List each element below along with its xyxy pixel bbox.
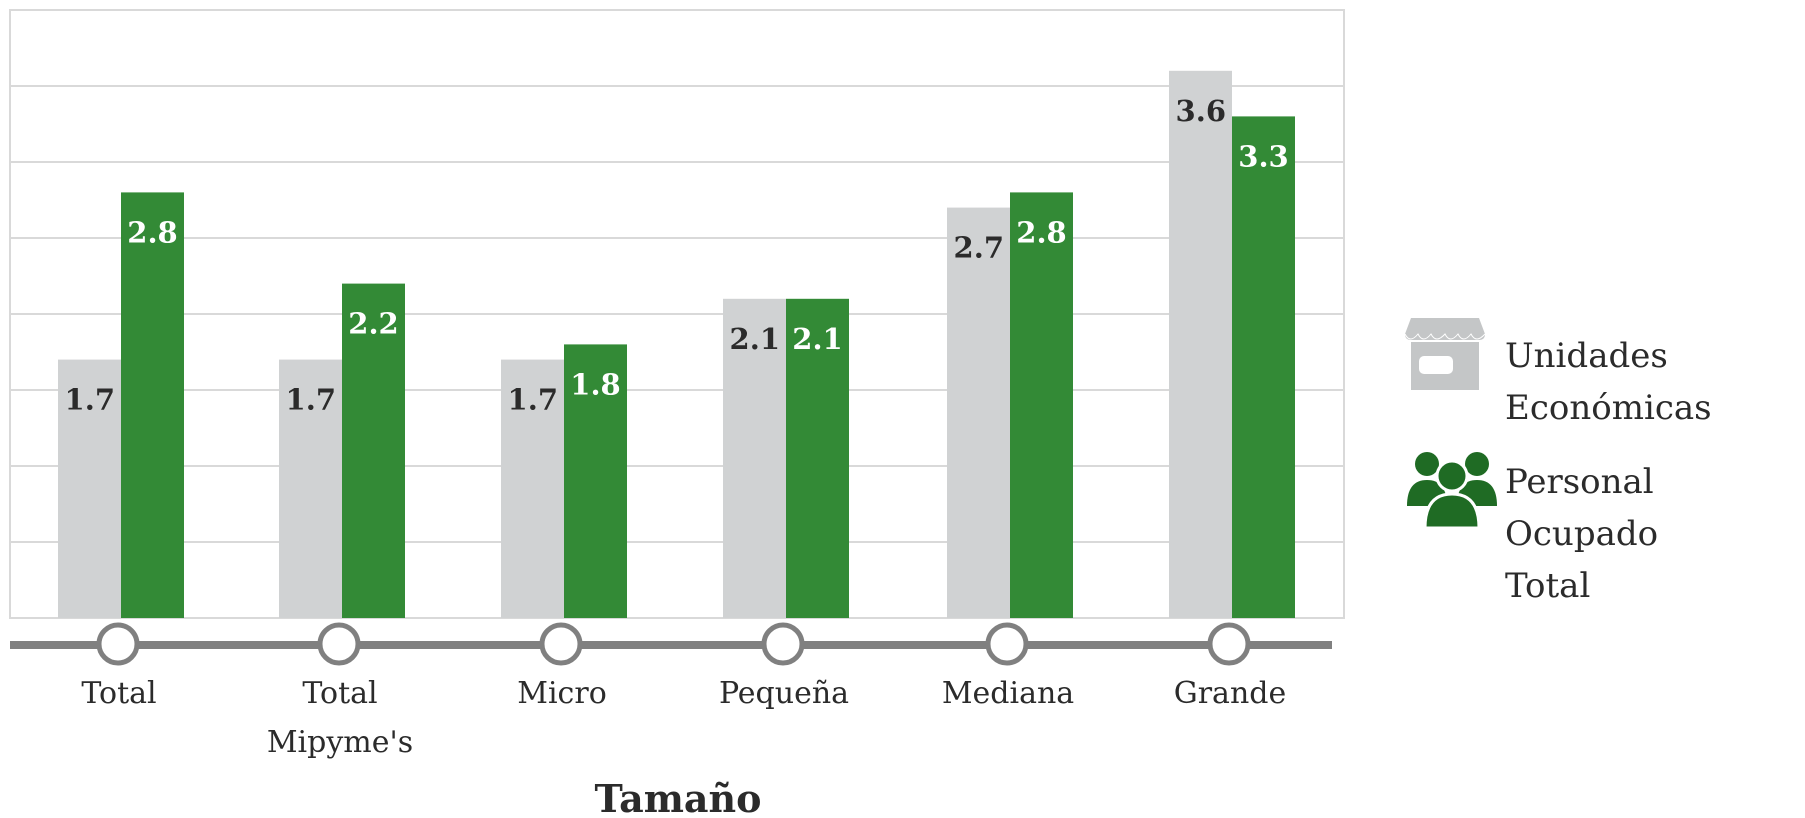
legend-item-personal: Personal Ocupado Total [1405,444,1805,606]
bar-unidades [501,359,564,618]
data-label-unidades: 1.7 [286,383,336,417]
legend-label-unidades: Unidades Económicas [1505,336,1712,428]
legend-item-unidades: Unidades Económicas [1405,318,1805,444]
bar-personal [786,298,849,618]
bar-chart: 1.7 2.8 1.7 2.2 1.7 1.8 2.1 2.1 2.7 2.8 3.6 3.3 Tota… [9,9,1345,818]
bar-personal [342,283,405,618]
axis-marker [761,622,805,666]
x-tick-label: Grande [1174,676,1286,711]
data-label-personal: 2.8 [1016,215,1066,249]
bar-unidades [1169,70,1232,619]
data-label-unidades: 2.1 [730,322,780,356]
bar-unidades [947,207,1010,618]
axis-marker [317,622,361,666]
bar-unidades [279,359,342,618]
data-label-personal: 1.8 [570,367,620,401]
bar-personal [564,344,627,618]
bar-personal [1232,116,1295,619]
axis-marker [96,622,140,666]
bar-unidades [723,298,786,618]
bar-personal [1010,192,1073,618]
data-label-unidades: 1.7 [65,383,115,417]
store-icon [1405,318,1485,390]
data-label-unidades: 1.7 [508,383,558,417]
data-label-unidades: 2.7 [954,231,1004,265]
people-icon [1407,452,1497,528]
x-tick-label: Total Mipyme's [267,676,413,760]
legend: Unidades Económicas Personal Ocupado Tot… [1405,318,1805,606]
data-label-unidades: 3.6 [1176,94,1226,128]
axis-marker [985,622,1029,666]
data-label-personal: 2.2 [348,307,398,341]
data-label-personal: 2.8 [127,215,177,249]
bar-unidades [58,359,121,618]
x-tick-label: Micro [517,676,607,711]
bar-personal [121,192,184,618]
x-tick-label: Pequeña [719,676,849,711]
axis-marker [1207,622,1251,666]
data-label-personal: 2.1 [792,322,842,356]
axis-marker [539,622,583,666]
x-tick-label: Total [81,676,156,711]
x-axis-title: Tamaño [594,776,761,818]
data-label-personal: 3.3 [1238,139,1288,173]
x-tick-label: Mediana [942,676,1074,711]
legend-label-personal: Personal Ocupado Total [1505,462,1659,606]
